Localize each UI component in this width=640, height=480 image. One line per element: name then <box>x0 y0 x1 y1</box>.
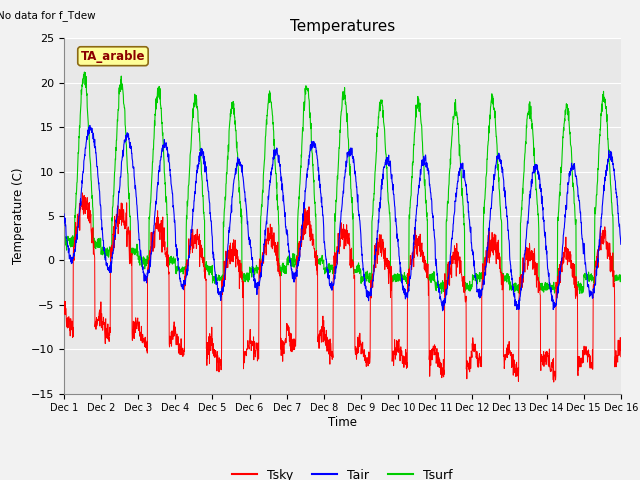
Y-axis label: Temperature (C): Temperature (C) <box>12 168 26 264</box>
X-axis label: Time: Time <box>328 416 357 429</box>
Text: TA_arable: TA_arable <box>81 50 145 63</box>
Legend: Tsky, Tair, Tsurf: Tsky, Tair, Tsurf <box>227 464 458 480</box>
Text: No data for f_Tdew: No data for f_Tdew <box>0 10 96 21</box>
Title: Temperatures: Temperatures <box>290 20 395 35</box>
